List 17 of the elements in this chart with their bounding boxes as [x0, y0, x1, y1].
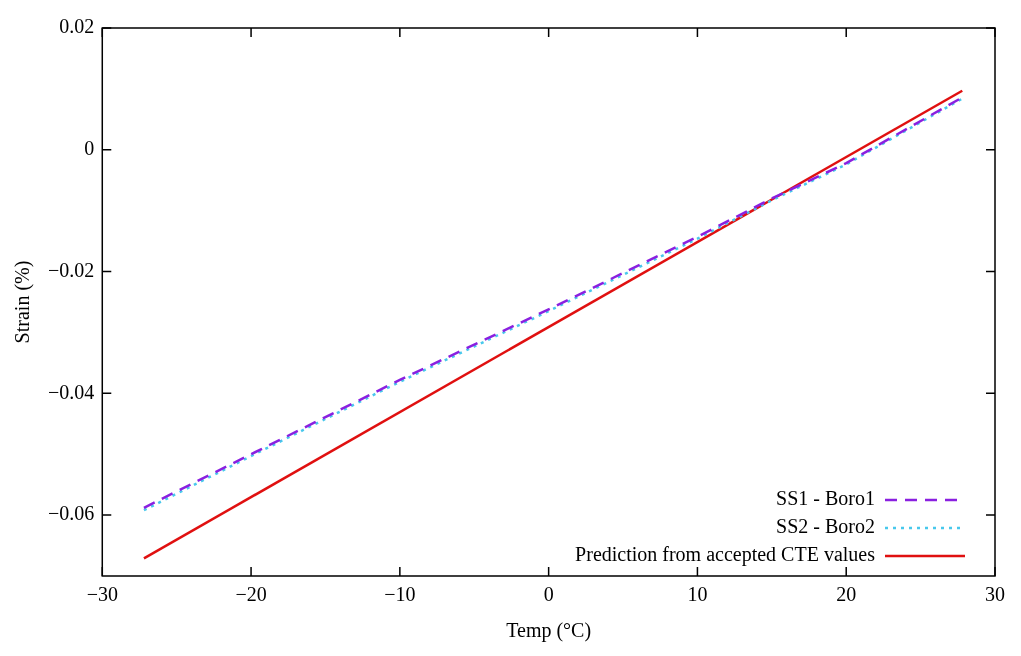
- y-tick-label: −0.06: [48, 502, 95, 525]
- x-tick-label: 30: [985, 583, 1005, 606]
- x-tick-label: 10: [687, 583, 708, 606]
- x-tick-label: −10: [384, 583, 416, 606]
- x-tick-label: −30: [86, 583, 118, 606]
- y-tick-label: 0.02: [59, 15, 95, 38]
- x-tick-label: 20: [836, 583, 857, 606]
- y-axis-title: Strain (%): [11, 260, 35, 344]
- legend-label: SS2 - Boro2: [776, 515, 875, 538]
- y-tick-label: −0.02: [48, 258, 95, 281]
- x-tick-label: −20: [235, 583, 267, 606]
- legend-label: Prediction from accepted CTE values: [575, 543, 876, 567]
- x-tick-label: 0: [543, 583, 554, 606]
- y-tick-label: −0.04: [48, 380, 95, 403]
- legend-label: SS1 - Boro1: [776, 487, 875, 510]
- y-tick-label: 0: [84, 137, 95, 160]
- x-axis-title: Temp (°C): [506, 619, 592, 643]
